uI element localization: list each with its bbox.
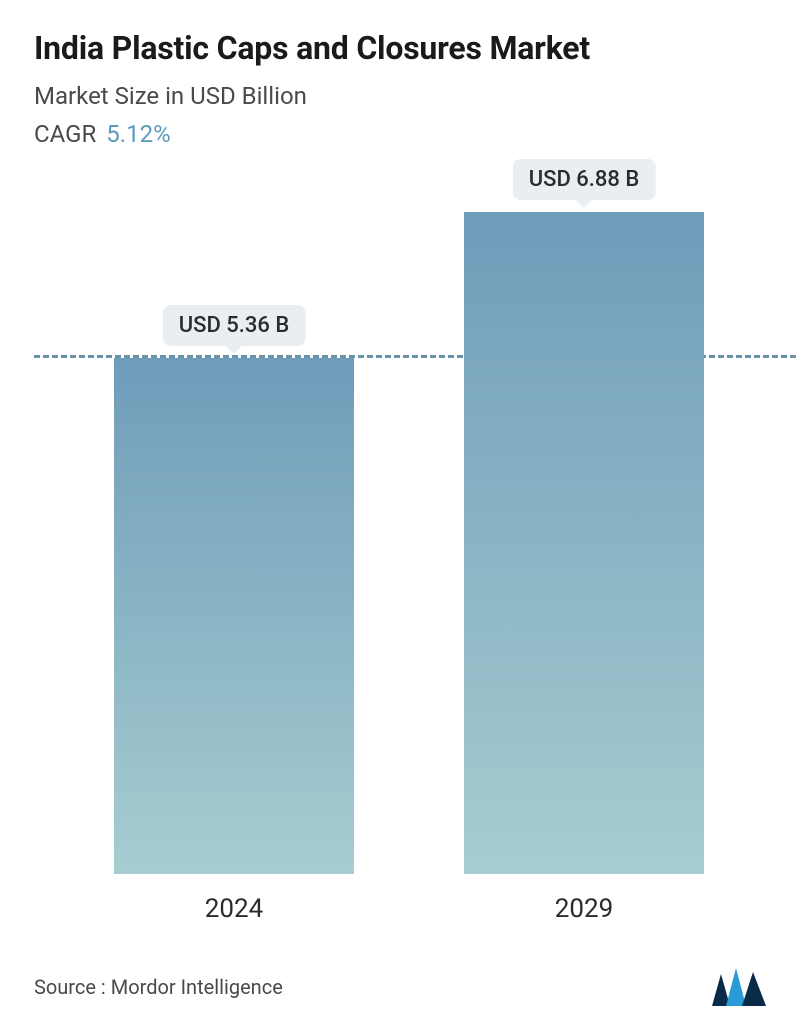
x-label: 2029 (464, 894, 704, 924)
chart-container: India Plastic Caps and Closures Market M… (0, 0, 796, 1034)
plot-area: USD 5.36 B USD 6.88 B (34, 210, 762, 874)
bar-2029: USD 6.88 B (464, 212, 704, 874)
chart-zone: USD 5.36 B USD 6.88 B 2024 2029 (34, 210, 762, 924)
bar-fill (114, 358, 354, 874)
x-label: 2024 (114, 894, 354, 924)
brand-logo-icon (712, 968, 766, 1006)
source-text: Source : Mordor Intelligence (34, 975, 283, 999)
bar-2024: USD 5.36 B (114, 358, 354, 874)
cagr-label: CAGR (34, 120, 96, 148)
chart-subtitle: Market Size in USD Billion (34, 82, 762, 110)
cagr-value: 5.12% (106, 120, 170, 148)
value-pill: USD 5.36 B (163, 305, 306, 346)
footer: Source : Mordor Intelligence (34, 968, 766, 1006)
cagr-row: CAGR 5.12% (34, 120, 762, 148)
bar-fill (464, 212, 704, 874)
chart-title: India Plastic Caps and Closures Market (34, 28, 762, 68)
x-axis-labels: 2024 2029 (34, 874, 762, 924)
value-pill: USD 6.88 B (513, 159, 656, 200)
